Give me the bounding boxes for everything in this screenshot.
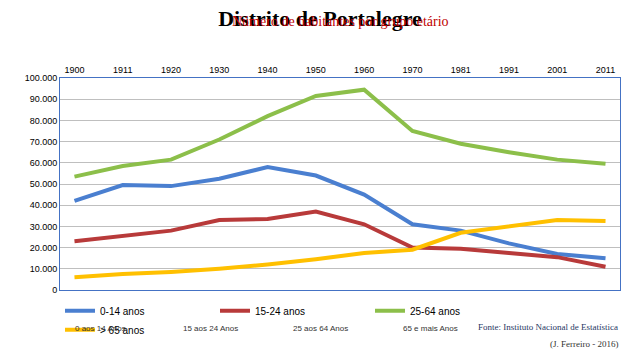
svg-text:10.000: 10.000 — [30, 264, 58, 274]
svg-text:1911: 1911 — [113, 65, 132, 75]
svg-text:0: 0 — [52, 285, 57, 295]
svg-text:1991: 1991 — [499, 65, 519, 75]
svg-text:15 aos 24 Anos: 15 aos 24 Anos — [183, 324, 238, 333]
svg-text:Número de habitantes por grupo: Número de habitantes por grupo etário — [232, 14, 449, 29]
svg-text:1940: 1940 — [258, 65, 278, 75]
svg-text:60.000: 60.000 — [30, 158, 58, 168]
svg-text:1930: 1930 — [209, 65, 229, 75]
svg-text:20.000: 20.000 — [30, 243, 58, 253]
svg-text:40.000: 40.000 — [30, 200, 58, 210]
svg-text:Fonte: Instituto Nacional de E: Fonte: Instituto Nacional de Estatística — [478, 322, 618, 332]
svg-text:50.000: 50.000 — [30, 179, 58, 189]
svg-text:2001: 2001 — [547, 65, 567, 75]
svg-text:90.000: 90.000 — [30, 94, 58, 104]
svg-text:30.000: 30.000 — [30, 222, 58, 232]
svg-text:25 aos 64 Anos: 25 aos 64 Anos — [293, 324, 348, 333]
svg-text:(J. Ferreiro - 2016): (J. Ferreiro - 2016) — [550, 339, 618, 349]
svg-text:65 e mais Anos: 65 e mais Anos — [403, 324, 458, 333]
svg-text:100.000: 100.000 — [25, 73, 58, 83]
svg-text:2011: 2011 — [596, 65, 615, 75]
svg-text:> 65 anos: > 65 anos — [100, 325, 144, 336]
svg-text:Distrito de Portalegre: Distrito de Portalegre — [218, 6, 422, 31]
svg-text:25-64 anos: 25-64 anos — [410, 306, 460, 317]
svg-text:70.000: 70.000 — [30, 137, 58, 147]
svg-text:0 aos 14 Anos: 0 aos 14 Anos — [75, 324, 126, 333]
svg-text:1960: 1960 — [354, 65, 374, 75]
svg-text:1900: 1900 — [64, 65, 84, 75]
svg-text:1981: 1981 — [451, 65, 471, 75]
svg-text:1950: 1950 — [306, 65, 326, 75]
svg-text:1970: 1970 — [402, 65, 422, 75]
svg-text:80.000: 80.000 — [30, 116, 58, 126]
svg-text:15-24 anos: 15-24 anos — [255, 306, 305, 317]
svg-text:1920: 1920 — [161, 65, 181, 75]
svg-text:0-14 anos: 0-14 anos — [100, 306, 144, 317]
